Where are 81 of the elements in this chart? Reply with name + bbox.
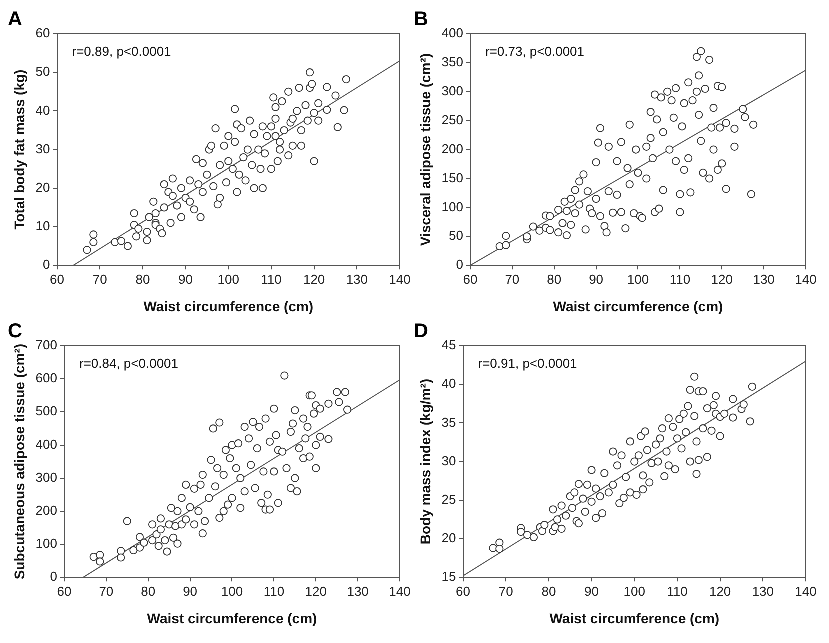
- chart-title: D: [414, 320, 428, 343]
- x-tick-label: 100: [627, 272, 650, 287]
- y-axis-title: Visceral adipose tissue (cm²): [417, 53, 434, 246]
- y-tick-label: 300: [36, 470, 58, 485]
- x-tick-label: 130: [753, 272, 775, 287]
- x-tick-label: 140: [795, 584, 817, 599]
- x-tick-label: 110: [667, 584, 688, 599]
- chart-title: C: [8, 320, 22, 343]
- x-tick-label: 140: [389, 272, 411, 287]
- chart-title: A: [8, 8, 22, 31]
- x-tick-label: 140: [795, 272, 817, 287]
- y-tick-label: 10: [36, 218, 50, 234]
- x-tick-label: 120: [305, 584, 327, 599]
- x-tick-label: 100: [218, 272, 240, 287]
- x-tick-label: 70: [92, 272, 108, 287]
- x-axis-title: Waist circumference (cm): [144, 298, 314, 314]
- x-tick-label: 120: [711, 272, 733, 287]
- x-tick-label: 60: [463, 272, 478, 287]
- x-tick-label: 80: [136, 272, 150, 287]
- x-tick-label: 140: [389, 584, 411, 599]
- x-tick-label: 90: [183, 584, 198, 599]
- x-tick-label: 130: [346, 272, 368, 287]
- annotation: r=0.84, p<0.0001: [79, 356, 179, 372]
- y-tick-label: 100: [36, 536, 58, 552]
- y-tick-label: 0: [50, 569, 58, 584]
- y-tick-label: 0: [43, 257, 50, 272]
- x-tick-label: 80: [547, 272, 562, 287]
- y-tick-label: 200: [36, 503, 58, 518]
- y-tick-label: 700: [36, 338, 58, 353]
- y-axis-title: Subcutaneous adipose tissue (cm²): [11, 344, 28, 580]
- x-tick-label: 100: [221, 584, 244, 599]
- annotation: r=0.73, p<0.0001: [485, 44, 585, 60]
- y-tick-label: 300: [442, 83, 464, 98]
- x-tick-label: 110: [261, 272, 282, 287]
- y-tick-label: 50: [449, 228, 464, 244]
- annotation: r=0.91, p<0.0001: [478, 356, 578, 372]
- annotation: r=0.89, p<0.0001: [72, 44, 172, 60]
- y-tick-label: 250: [442, 112, 464, 128]
- y-axis-title: Total body fat mass (kg): [11, 70, 28, 230]
- y-tick-label: 35: [442, 414, 456, 430]
- y-tick-label: 200: [442, 141, 464, 156]
- x-axis-title: Waist circumference (cm): [553, 298, 724, 314]
- x-axis-title: Waist circumference (cm): [550, 610, 720, 626]
- x-tick-label: 90: [589, 272, 604, 287]
- x-tick-label: 120: [303, 272, 326, 287]
- y-tick-label: 40: [36, 102, 50, 118]
- y-tick-label: 100: [442, 199, 464, 214]
- y-tick-label: 25: [442, 492, 456, 507]
- chart-title: B: [414, 8, 428, 31]
- y-tick-label: 15: [442, 569, 456, 584]
- y-tick-label: 400: [36, 436, 58, 452]
- x-tick-label: 80: [542, 584, 556, 599]
- x-tick-label: 70: [505, 272, 520, 287]
- x-tick-label: 130: [347, 584, 369, 599]
- y-tick-label: 50: [36, 64, 50, 80]
- y-axis-title: Body mass index (kg/m²): [417, 378, 434, 545]
- y-tick-label: 30: [442, 453, 456, 468]
- x-tick-label: 110: [264, 584, 285, 599]
- x-tick-label: 110: [670, 272, 691, 287]
- y-tick-label: 600: [36, 370, 58, 386]
- y-tick-label: 60: [36, 26, 50, 41]
- y-tick-label: 400: [442, 26, 464, 41]
- y-tick-label: 0: [456, 257, 464, 272]
- x-tick-label: 70: [498, 584, 514, 599]
- y-tick-label: 150: [442, 170, 464, 186]
- y-tick-label: 500: [36, 404, 58, 419]
- y-tick-label: 20: [442, 530, 456, 546]
- x-tick-label: 120: [709, 584, 732, 599]
- y-tick-label: 45: [442, 338, 456, 353]
- y-tick-label: 30: [36, 141, 50, 156]
- x-tick-label: 90: [584, 584, 600, 599]
- x-tick-label: 130: [752, 584, 774, 599]
- x-tick-label: 100: [624, 584, 646, 599]
- x-tick-label: 70: [99, 584, 114, 599]
- y-tick-label: 350: [442, 54, 464, 70]
- x-tick-label: 60: [57, 584, 72, 599]
- x-tick-label: 80: [141, 584, 156, 599]
- y-tick-label: 20: [36, 180, 50, 195]
- y-tick-label: 40: [442, 376, 456, 392]
- x-axis-title: Waist circumference (cm): [147, 610, 318, 626]
- x-tick-label: 90: [178, 272, 194, 287]
